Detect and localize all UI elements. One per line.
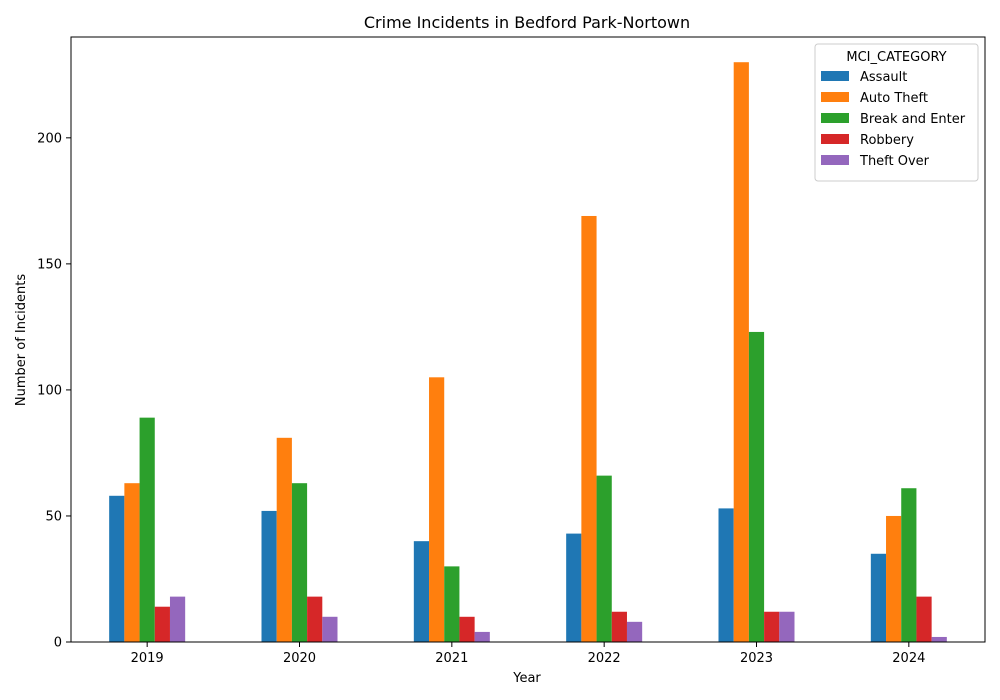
legend-label: Auto Theft (860, 91, 928, 106)
legend-swatch (821, 71, 849, 81)
x-tick-label: 2023 (740, 651, 773, 666)
bar-break-and-enter-2020 (291, 483, 308, 642)
bar-auto-theft-2024 (886, 515, 902, 642)
plot-frame (70, 36, 986, 643)
bar-theft-over-2021 (474, 631, 490, 642)
bar-break-and-enter-2024 (901, 488, 917, 642)
bar-theft-over-2020 (322, 616, 338, 642)
y-tick-label: 100 (37, 383, 62, 398)
bar-robbery-2022 (611, 611, 627, 642)
bar-robbery-2024 (916, 596, 932, 643)
bar-break-and-enter-2023 (748, 331, 765, 642)
bar-robbery-2020 (307, 596, 323, 643)
bar-theft-over-2024 (931, 636, 947, 642)
legend-label: Assault (860, 70, 907, 85)
bar-assault-2019 (109, 495, 125, 642)
legend-box (814, 43, 979, 182)
bar-assault-2024 (870, 553, 887, 642)
y-tick-label: 0 (54, 636, 62, 651)
x-tick-label: 2021 (435, 651, 468, 666)
legend-swatch (821, 92, 849, 102)
bar-robbery-2021 (459, 616, 475, 642)
legend-title: MCI_CATEGORY (846, 50, 946, 65)
x-axis-title: Year (512, 671, 541, 686)
y-tick-label: 200 (37, 131, 62, 146)
x-tick-label: 2019 (131, 651, 164, 666)
legend-swatch (821, 155, 849, 165)
bar-theft-over-2019 (169, 596, 186, 643)
y-axis-title: Number of Incidents (14, 274, 29, 406)
bar-assault-2020 (261, 510, 277, 642)
legend-label: Robbery (860, 133, 914, 148)
bar-assault-2021 (413, 541, 430, 642)
bar-auto-theft-2020 (276, 437, 292, 642)
legend-label: Break and Enter (860, 112, 966, 127)
bar-assault-2023 (718, 508, 734, 642)
bar-robbery-2023 (764, 611, 780, 642)
bar-auto-theft-2022 (581, 215, 597, 643)
bar-assault-2022 (566, 533, 582, 642)
bar-break-and-enter-2022 (596, 475, 612, 643)
bar-robbery-2019 (154, 606, 170, 642)
legend-label: Theft Over (859, 154, 930, 169)
bar-break-and-enter-2021 (444, 566, 460, 643)
bar-auto-theft-2019 (124, 483, 140, 642)
bar-break-and-enter-2019 (139, 417, 155, 642)
y-tick-label: 50 (45, 509, 62, 524)
x-tick-label: 2020 (283, 651, 316, 666)
bar-auto-theft-2023 (733, 62, 749, 642)
bar-auto-theft-2021 (429, 377, 445, 642)
x-tick-label: 2024 (892, 651, 925, 666)
chart-title: Crime Incidents in Bedford Park-Nortown (364, 13, 690, 32)
x-tick-label: 2022 (588, 651, 621, 666)
bar-theft-over-2022 (626, 621, 643, 642)
axes-group: 2019 2020 2021 2022 2023 2024 0 50 100 150 200 (37, 36, 986, 666)
y-tick-label: 150 (37, 257, 62, 272)
legend: MCI_CATEGORY Assault Auto Theft Break and E… (814, 43, 979, 182)
bars-group (109, 62, 947, 643)
bar-theft-over-2023 (779, 611, 795, 642)
legend-swatch (821, 134, 849, 144)
legend-swatch (821, 113, 849, 123)
